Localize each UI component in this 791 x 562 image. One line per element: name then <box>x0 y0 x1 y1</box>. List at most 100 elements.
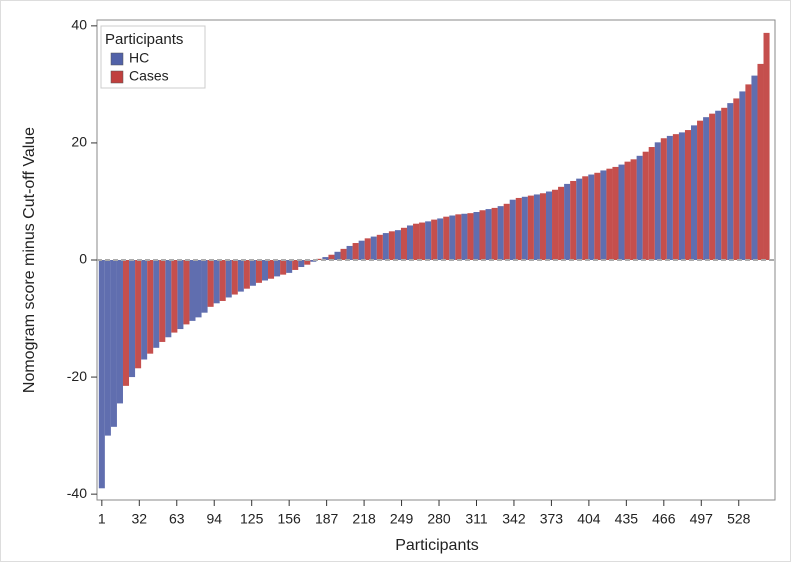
bar <box>280 260 287 275</box>
bar <box>533 194 540 260</box>
bar <box>491 207 498 260</box>
bar <box>527 195 534 260</box>
legend-swatch <box>110 70 124 84</box>
bar <box>576 178 583 260</box>
bar <box>715 110 722 260</box>
x-tick-label: 32 <box>132 511 148 527</box>
bar <box>473 212 480 260</box>
bar <box>129 260 136 378</box>
bar <box>243 260 250 289</box>
legend-title: Participants <box>105 31 183 48</box>
x-tick-label: 1 <box>98 511 106 527</box>
x-tick-label: 249 <box>390 511 414 527</box>
bar <box>539 193 546 260</box>
y-tick-label: -20 <box>67 368 87 384</box>
bar <box>261 260 269 281</box>
bar <box>352 243 359 260</box>
bar <box>739 91 746 260</box>
bar <box>594 172 601 260</box>
bar <box>419 222 426 260</box>
bar <box>116 260 123 404</box>
bar <box>437 218 444 260</box>
bar <box>691 125 698 261</box>
bar <box>751 75 758 260</box>
bar <box>588 174 595 260</box>
bar <box>757 63 764 261</box>
bar <box>745 84 752 260</box>
x-tick-label: 435 <box>615 511 639 527</box>
x-tick-label: 280 <box>427 511 451 527</box>
x-tick-label: 342 <box>502 511 526 527</box>
x-tick-label: 404 <box>577 511 601 527</box>
bar <box>255 260 262 283</box>
bar <box>648 147 655 260</box>
x-tick-label: 466 <box>652 511 676 527</box>
bar <box>630 159 637 260</box>
bar <box>110 260 117 427</box>
bar <box>304 260 311 265</box>
bar <box>104 260 111 436</box>
y-tick-label: 0 <box>79 251 87 267</box>
bar <box>660 138 667 260</box>
x-axis-label: Participants <box>395 537 479 554</box>
bar <box>346 245 353 260</box>
bar <box>618 164 625 260</box>
bar <box>135 260 142 369</box>
bar <box>183 260 190 325</box>
bar <box>612 166 619 260</box>
legend-label: HC <box>129 50 149 66</box>
bar <box>388 231 395 260</box>
bar <box>552 189 559 260</box>
bar <box>159 260 166 342</box>
bar <box>763 32 770 260</box>
bar <box>515 197 522 260</box>
bar <box>334 251 341 260</box>
legend-label: Cases <box>129 68 169 84</box>
bar <box>225 260 232 298</box>
bar <box>189 260 196 321</box>
bar <box>413 223 420 260</box>
bar <box>376 234 383 260</box>
x-tick-label: 63 <box>169 511 185 527</box>
bar <box>497 206 504 260</box>
bar <box>606 168 613 260</box>
bar <box>171 260 178 333</box>
bar <box>165 260 172 338</box>
bar <box>328 254 335 260</box>
x-tick-label: 94 <box>206 511 222 527</box>
bar <box>370 236 377 260</box>
bar <box>642 151 649 260</box>
x-tick-label: 311 <box>465 511 488 527</box>
bar <box>382 233 389 260</box>
bar <box>564 183 571 260</box>
y-tick-label: -40 <box>67 485 87 501</box>
bar <box>443 216 450 260</box>
bar <box>455 214 462 260</box>
bar <box>654 142 661 260</box>
bar <box>666 135 673 260</box>
bar <box>558 186 565 260</box>
y-axis-label: Nomogram score minus Cut-off Value <box>21 127 38 393</box>
bar <box>461 213 468 260</box>
bar <box>122 260 130 386</box>
x-tick-label: 373 <box>540 511 564 527</box>
bar <box>624 161 631 260</box>
bar <box>678 132 685 260</box>
y-tick-label: 40 <box>71 17 87 33</box>
bar <box>201 260 208 313</box>
bar <box>570 180 577 260</box>
x-tick-label: 528 <box>727 511 751 527</box>
x-tick-label: 218 <box>352 511 376 527</box>
bar <box>274 260 281 277</box>
bar <box>697 120 704 261</box>
bar <box>322 257 329 260</box>
bar <box>177 260 184 330</box>
bar <box>219 260 226 301</box>
bar <box>249 260 256 286</box>
bar <box>98 260 105 489</box>
bar <box>153 260 160 348</box>
bar <box>400 227 407 260</box>
bar <box>709 113 716 260</box>
bar <box>727 103 734 260</box>
